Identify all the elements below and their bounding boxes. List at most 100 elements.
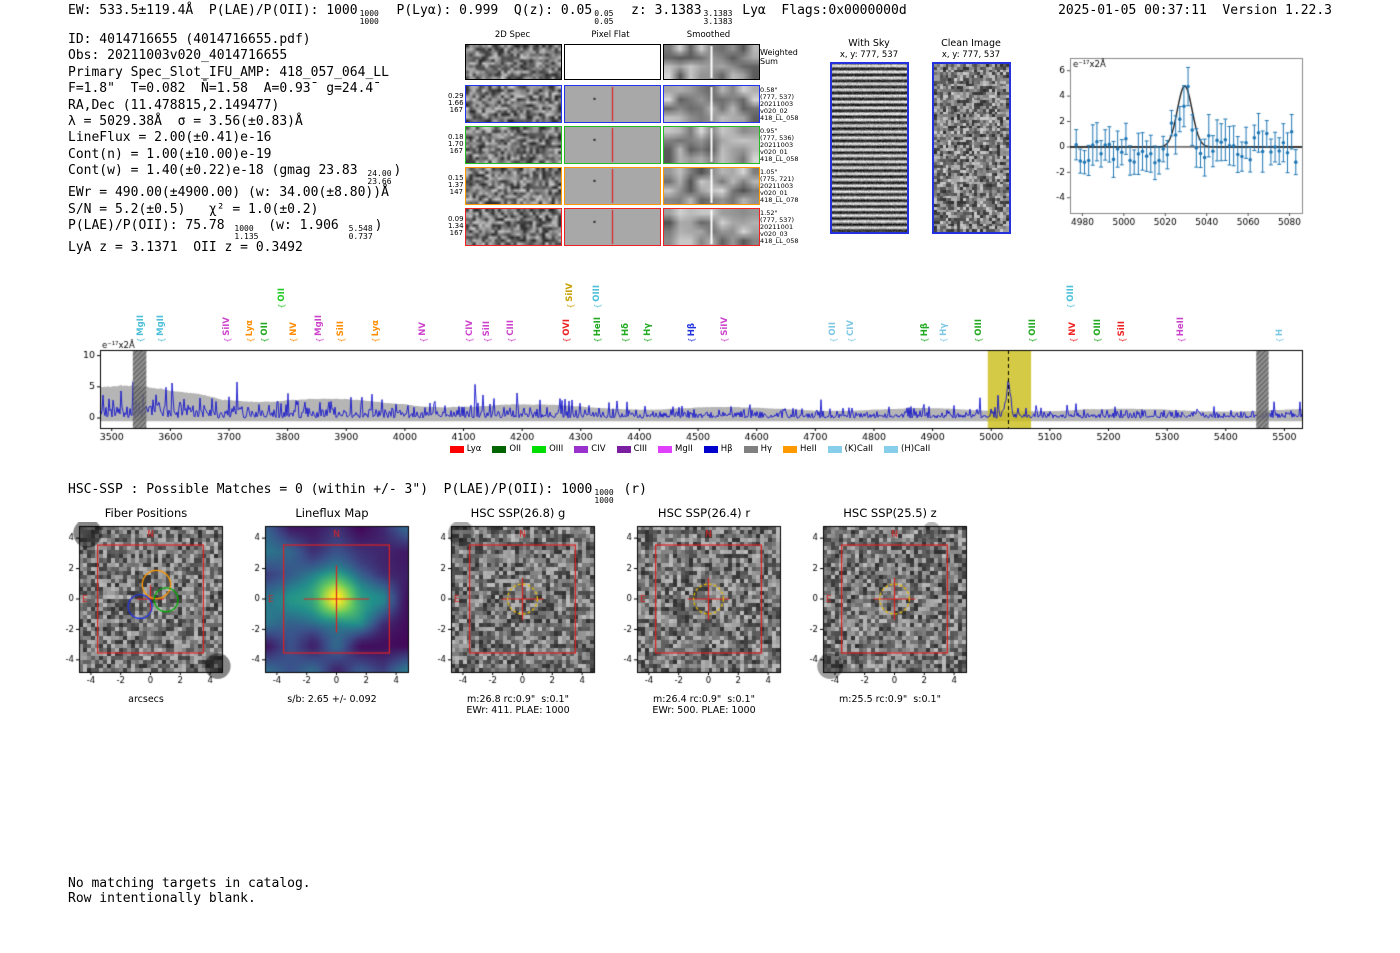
info-line: EWr = 490.00(±4900.00) (w: 34.00(±8.80))… (68, 185, 401, 201)
sky-panel-with-sky: With Sky x, y: 777, 537 (826, 38, 912, 234)
text-segment: HSC-SSP : Possible Matches = 0 (within +… (68, 482, 593, 497)
emission-line-label: Hγ (938, 323, 949, 336)
info-line: F=1.8" T=0.082 N̄=1.58 A=0.93̄ g=24.4̄ (68, 81, 401, 97)
clean-image (931, 62, 1011, 234)
text-segment: ID: 4014716655 (4014716655.pdf) (68, 32, 311, 47)
legend-color-swatch (616, 445, 631, 453)
weighted-sum-row (465, 44, 760, 80)
info-line: Cont(w) = 1.40(±0.22)e-18 (gmag 23.83 24… (68, 163, 401, 185)
legend-color-swatch (574, 445, 589, 453)
emission-line-label: SiII (1117, 320, 1128, 336)
spec2d-cell (465, 44, 562, 80)
spec2d-cell (465, 85, 562, 123)
emission-line-label: OIII (1092, 319, 1103, 336)
with-sky-image (829, 62, 909, 234)
stacked-fraction: 3.1383 3.1383 (704, 10, 733, 25)
legend-item: HeII (783, 444, 817, 454)
fraction-top: 3.1383 (703, 9, 733, 18)
summary-line: EW: 533.5±119.4Å P(LAE)/P(OII): 1000 1000… (68, 3, 907, 25)
row-weights-label: 0.18 1.70 167 (448, 133, 464, 155)
blank-cell (564, 44, 661, 80)
sky-panel-clean-image: Clean Image x, y: 777, 537 (928, 38, 1014, 234)
text-segment: Obs: 20211003v020_4014716655 (68, 48, 288, 64)
cutout-title: Lineflux Map (295, 506, 369, 520)
cutout-caption: arcsecs (128, 694, 164, 705)
legend-item: CIV (574, 444, 606, 454)
text-segment: LineFlux = 2.00(±0.41)e-16 (68, 130, 272, 146)
fraction-top: 1000 (234, 224, 254, 234)
emission-line-marker: SiIV} (565, 283, 575, 310)
emission-line-label: CIV (464, 320, 475, 336)
cutout-image-lineflux_map (239, 522, 425, 694)
fraction-bottom: 0.737 (348, 231, 373, 241)
emission-line-label: Lyα (245, 319, 256, 336)
legend-item: OIII (532, 444, 563, 454)
text-segment: (r) (615, 482, 647, 497)
emission-line-label: HeII (592, 316, 603, 336)
sky-panel-title: Clean Image (941, 38, 1001, 49)
text-segment: LyA z = 3.1371 OII z = 0.3492 (68, 240, 303, 256)
legend-item: Lyα (449, 444, 481, 454)
fraction-bottom: 1000 (359, 16, 379, 26)
emission-line-marker: OIII} (592, 285, 602, 310)
emission-line-label: SiIV (719, 317, 730, 336)
legend-item: CIII (616, 444, 647, 454)
hsc-ssp-summary-line: HSC-SSP : Possible Matches = 0 (within +… (68, 482, 647, 504)
legend-color-swatch (884, 445, 899, 453)
row-weights-label: 0.09 1.34 167 (448, 215, 464, 237)
legend-label: (K)CaII (844, 444, 874, 454)
fraction-bottom: 0.05 (594, 16, 614, 26)
pixel-flat-cell (564, 85, 661, 123)
legend-item: Hβ (703, 444, 733, 454)
emission-line-marker: OIII} (1066, 285, 1076, 310)
emission-line-label: MgII (156, 315, 167, 336)
fraction-top: 1000 (594, 488, 614, 497)
emission-line-label: CIV (846, 320, 857, 336)
text-segment: Primary Spec_Slot_IFU_AMP: 418_057_064_L… (68, 64, 389, 80)
info-line: Primary Spec_Slot_IFU_AMP: 418_057_064_L… (68, 65, 401, 81)
legend-label: Hβ (720, 444, 733, 454)
legend-item: OII (492, 444, 521, 454)
cutout-caption: EWr: 500. PLAE: 1000 (652, 705, 756, 716)
emission-line-label: H (1274, 328, 1285, 336)
text-segment: RA,Dec (11.478815,2.149477) (68, 97, 280, 113)
fraction-top: 0.05 (594, 9, 614, 18)
timestamp-version: 2025-01-05 00:37:11 Version 1.22.3 (1058, 3, 1332, 18)
emission-line-label: OIII (973, 319, 984, 336)
stacked-fraction: 1000 1.135 (234, 225, 258, 240)
cutout-caption: s/b: 2.65 +/- 0.092 (287, 694, 377, 705)
cutout-image-fiber_positions (53, 522, 239, 694)
legend-label: CIV (591, 444, 606, 454)
emission-line-label: Lyα (370, 319, 381, 336)
pixel-flat-cell (564, 208, 661, 246)
legend-color-swatch (492, 445, 507, 453)
text-segment: ) (393, 163, 402, 179)
sky-panel-coords: x, y: 777, 537 (941, 50, 1001, 60)
legend-color-swatch (703, 445, 718, 453)
emission-line-label: OVI (561, 319, 572, 336)
info-line: λ = 5029.38Å σ = 3.56(±0.83)Å (68, 114, 401, 130)
spec2d-row (465, 208, 760, 246)
row-weights-label: 0.15 1.37 147 (448, 174, 464, 196)
spec2d-row (465, 126, 760, 164)
emission-line-label: SiII (482, 320, 493, 336)
fraction-bottom: 1000 (594, 495, 614, 505)
emission-line-label: MgII (135, 315, 146, 336)
legend-label: (H)CaII (901, 444, 931, 454)
cutout-title: HSC SSP(26.8) g (470, 506, 566, 520)
smoothed-cell (663, 208, 760, 246)
stacked-fraction: 0.05 0.05 (594, 10, 613, 25)
emission-line-label: NV (1068, 322, 1079, 336)
info-line: RA,Dec (11.478815,2.149477) (68, 98, 401, 114)
emission-line-label: SiIV (222, 317, 233, 336)
row-fiber-label: 0.95" (777, 536) 20211003 v020_01 418_LL… (760, 127, 799, 163)
spec2d-cell (465, 167, 562, 205)
pixel-flat-cell (564, 167, 661, 205)
emission-line-label: CIII (506, 320, 517, 336)
text-segment: (w: 1.906 (260, 218, 347, 234)
text-segment: EW: 533.5±119.4Å P(LAE)/P(OII): 1000 (68, 3, 358, 18)
emission-line-label: SiII (336, 320, 347, 336)
text-segment: Cont(w) = 1.40(±0.22)e-18 (gmag 23.83 (68, 163, 366, 179)
fraction-bottom: 1.135 (234, 231, 259, 241)
emission-line-label: OII (276, 288, 287, 302)
